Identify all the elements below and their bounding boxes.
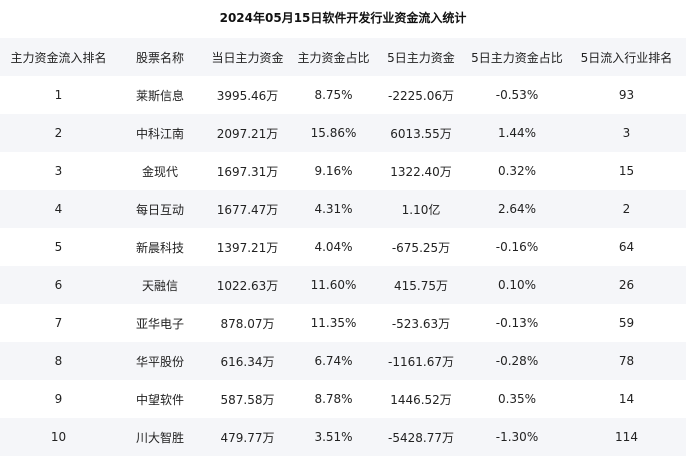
cell-daily-main-fund: 1677.47万	[216, 202, 279, 217]
cell-rank: 7	[54, 316, 63, 330]
cell-daily-main-fund: 616.34万	[220, 354, 275, 369]
table-row: 3 金现代 1697.31万 9.16% 1322.40万 0.32% 15	[0, 152, 686, 190]
table-row: 7 亚华电子 878.07万 11.35% -523.63万 -0.13% 59	[0, 304, 686, 342]
table-row: 10 川大智胜 479.77万 3.51% -5428.77万 -1.30% 1…	[0, 418, 686, 456]
table-row: 6 天融信 1022.63万 11.60% 415.75万 0.10% 26	[0, 266, 686, 304]
table-row: 4 每日互动 1677.47万 4.31% 1.10亿 2.64% 2	[0, 190, 686, 228]
cell-5day-industry-rank: 14	[618, 392, 635, 406]
cell-daily-main-fund: 479.77万	[220, 430, 275, 445]
cell-rank: 5	[54, 240, 63, 254]
table-row: 5 新晨科技 1397.21万 4.04% -675.25万 -0.16% 64	[0, 228, 686, 266]
cell-5day-main-fund-ratio: 2.64%	[497, 202, 537, 216]
cell-stock-name: 每日互动	[135, 202, 184, 217]
cell-daily-main-fund: 587.58万	[220, 392, 275, 407]
cell-5day-main-fund-ratio: -1.30%	[495, 430, 539, 444]
cell-rank: 8	[54, 354, 63, 368]
cell-5day-main-fund: 415.75万	[394, 278, 448, 293]
cell-stock-name: 川大智胜	[135, 430, 184, 445]
cell-main-fund-ratio: 3.51%	[314, 430, 353, 444]
cell-5day-industry-rank: 93	[618, 88, 635, 102]
table-row: 9 中望软件 587.58万 8.78% 1446.52万 0.35% 14	[0, 380, 686, 418]
fund-flow-table: 主力资金流入排名 股票名称 当日主力资金 主力资金占比 5日主力资金 5日主力资…	[0, 38, 686, 456]
cell-5day-main-fund-ratio: 0.35%	[497, 392, 537, 406]
cell-daily-main-fund: 2097.21万	[216, 126, 279, 141]
cell-main-fund-ratio: 8.75%	[314, 88, 353, 102]
cell-5day-industry-rank: 78	[618, 354, 635, 368]
cell-5day-main-fund-ratio: -0.13%	[495, 316, 539, 330]
table-header-row: 主力资金流入排名 股票名称 当日主力资金 主力资金占比 5日主力资金 5日主力资…	[0, 38, 686, 76]
cell-rank: 9	[54, 392, 63, 406]
cell-stock-name: 天融信	[141, 278, 178, 293]
cell-5day-industry-rank: 2	[622, 202, 631, 216]
cell-rank: 2	[54, 126, 63, 140]
cell-daily-main-fund: 3995.46万	[216, 88, 279, 103]
cell-stock-name: 亚华电子	[135, 316, 184, 331]
cell-daily-main-fund: 878.07万	[220, 316, 275, 331]
cell-5day-main-fund: -5428.77万	[388, 430, 454, 445]
cell-5day-industry-rank: 59	[618, 316, 635, 330]
cell-rank: 1	[54, 88, 63, 102]
cell-5day-main-fund: -2225.06万	[388, 88, 454, 103]
cell-rank: 4	[54, 202, 63, 216]
cell-main-fund-ratio: 9.16%	[314, 164, 353, 178]
header-stock-name: 股票名称	[135, 50, 184, 65]
cell-daily-main-fund: 1697.31万	[216, 164, 279, 179]
header-5day-main-fund: 5日主力资金	[387, 50, 455, 65]
cell-stock-name: 中科江南	[135, 126, 184, 141]
cell-stock-name: 金现代	[141, 164, 178, 179]
cell-5day-main-fund: 6013.55万	[390, 126, 452, 141]
cell-5day-main-fund-ratio: -0.16%	[495, 240, 539, 254]
cell-main-fund-ratio: 6.74%	[314, 354, 353, 368]
cell-5day-main-fund-ratio: 1.44%	[497, 126, 537, 140]
cell-5day-industry-rank: 3	[622, 126, 631, 140]
cell-5day-main-fund: -523.63万	[391, 316, 451, 331]
header-main-fund-ratio: 主力资金占比	[297, 50, 370, 65]
cell-5day-main-fund-ratio: -0.53%	[495, 88, 539, 102]
header-rank: 主力资金流入排名	[10, 50, 107, 65]
cell-5day-main-fund: -675.25万	[391, 240, 451, 255]
cell-daily-main-fund: 1397.21万	[216, 240, 279, 255]
cell-main-fund-ratio: 15.86%	[310, 126, 357, 140]
cell-stock-name: 中望软件	[135, 392, 184, 407]
header-5day-main-fund-ratio: 5日主力资金占比	[471, 50, 563, 65]
cell-stock-name: 莱斯信息	[135, 88, 184, 103]
cell-main-fund-ratio: 4.04%	[314, 240, 353, 254]
header-daily-main-fund: 当日主力资金	[211, 50, 284, 65]
cell-5day-main-fund-ratio: 0.10%	[497, 278, 537, 292]
cell-main-fund-ratio: 8.78%	[314, 392, 353, 406]
cell-5day-industry-rank: 114	[615, 430, 638, 444]
cell-stock-name: 新晨科技	[135, 240, 184, 255]
cell-main-fund-ratio: 11.35%	[310, 316, 357, 330]
cell-stock-name: 华平股份	[135, 354, 184, 369]
table-row: 8 华平股份 616.34万 6.74% -1161.67万 -0.28% 78	[0, 342, 686, 380]
cell-daily-main-fund: 1022.63万	[216, 278, 279, 293]
cell-5day-main-fund-ratio: 0.32%	[497, 164, 537, 178]
cell-5day-industry-rank: 26	[618, 278, 635, 292]
cell-rank: 10	[50, 430, 67, 444]
cell-main-fund-ratio: 11.60%	[310, 278, 357, 292]
table-title: 2024年05月15日软件开发行业资金流入统计	[219, 11, 467, 25]
cell-5day-industry-rank: 15	[618, 164, 635, 178]
cell-main-fund-ratio: 4.31%	[314, 202, 353, 216]
cell-5day-main-fund: 1.10亿	[401, 202, 441, 217]
cell-5day-main-fund-ratio: -0.28%	[495, 354, 539, 368]
cell-5day-main-fund: -1161.67万	[388, 354, 454, 369]
cell-5day-main-fund: 1446.52万	[390, 392, 452, 407]
table-row: 1 莱斯信息 3995.46万 8.75% -2225.06万 -0.53% 9…	[0, 76, 686, 114]
cell-5day-main-fund: 1322.40万	[390, 164, 452, 179]
table-row: 2 中科江南 2097.21万 15.86% 6013.55万 1.44% 3	[0, 114, 686, 152]
cell-rank: 6	[54, 278, 63, 292]
cell-rank: 3	[54, 164, 63, 178]
cell-5day-industry-rank: 64	[618, 240, 635, 254]
header-5day-industry-rank: 5日流入行业排名	[580, 50, 673, 65]
